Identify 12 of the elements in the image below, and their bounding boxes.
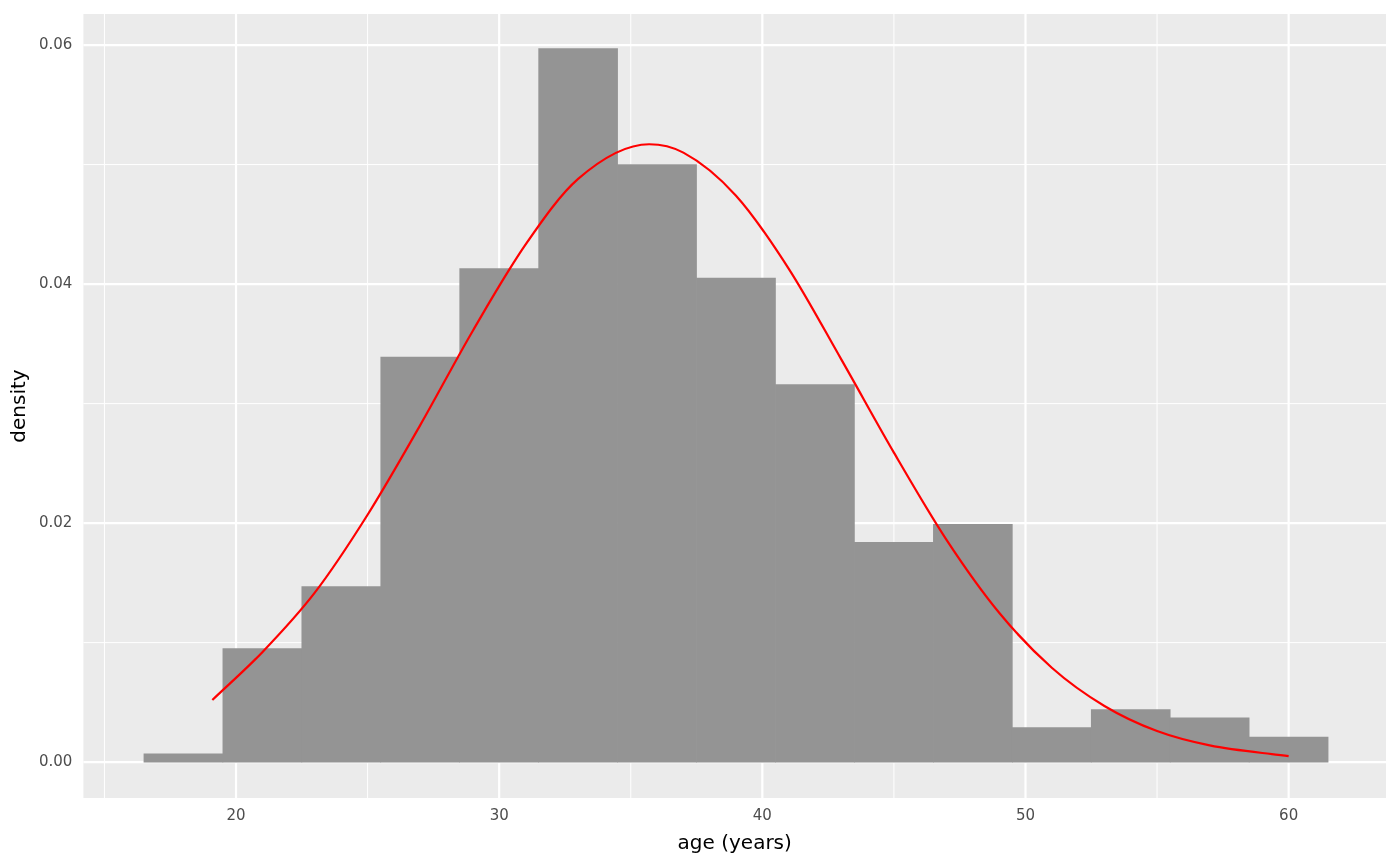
x-axis-title: age (years) xyxy=(677,830,792,855)
y-tick-label: 0.04 xyxy=(38,273,73,292)
y-tick-label: 0.02 xyxy=(38,513,73,532)
x-tick-label: 50 xyxy=(1015,805,1036,824)
x-tick-label: 60 xyxy=(1279,805,1299,824)
y-tick-label: 0.00 xyxy=(38,752,73,771)
x-tick-label: 20 xyxy=(226,805,246,824)
x-tick-label: 40 xyxy=(752,805,772,824)
y-axis-title: density xyxy=(6,369,31,443)
line-series xyxy=(211,143,1290,758)
x-tick-label: 30 xyxy=(489,805,509,824)
y-tick-label: 0.06 xyxy=(38,34,73,53)
